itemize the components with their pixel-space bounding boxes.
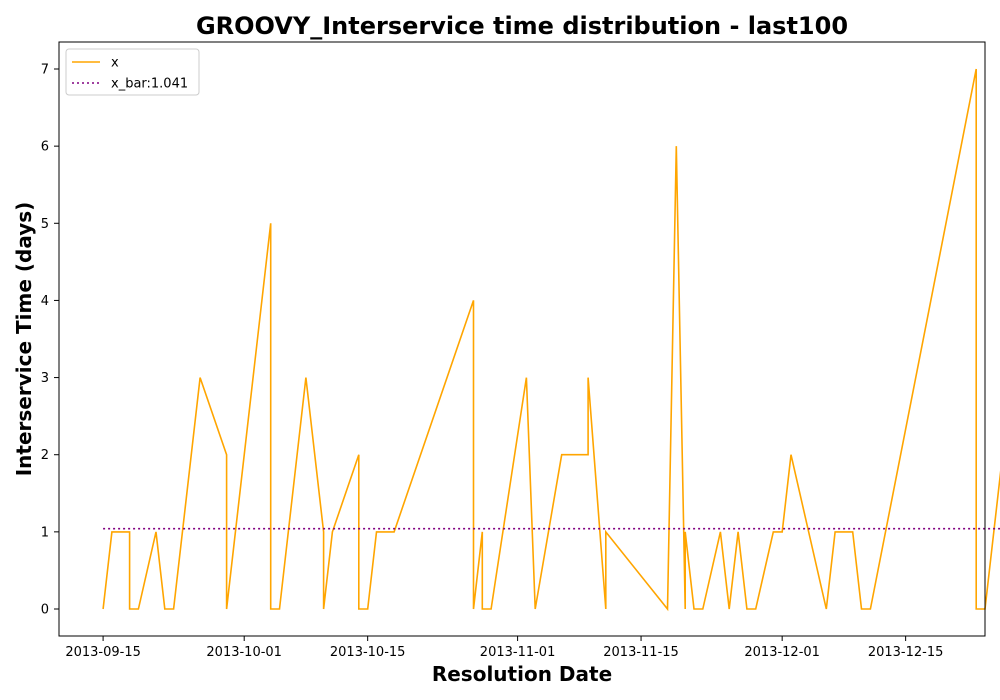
legend-label-x: x bbox=[111, 56, 119, 71]
x-tick-label: 2013-11-01 bbox=[480, 645, 556, 660]
chart-title: GROOVY_Interservice time distribution - … bbox=[196, 12, 848, 40]
y-tick-label: 0 bbox=[41, 603, 49, 618]
legend-box bbox=[65, 48, 200, 96]
x-axis-label: Resolution Date bbox=[432, 662, 612, 686]
x-tick-label: 2013-11-15 bbox=[603, 645, 679, 660]
y-tick-label: 6 bbox=[41, 140, 49, 155]
x-tick-label: 2013-10-01 bbox=[206, 645, 282, 660]
y-tick-label: 4 bbox=[41, 294, 49, 309]
x-tick-label: 2013-10-15 bbox=[330, 645, 406, 660]
x-tick-label: 2013-09-15 bbox=[65, 645, 141, 660]
legend-label-x-bar: x_bar:1.041 bbox=[111, 77, 188, 92]
y-tick-label: 3 bbox=[41, 371, 49, 386]
legend: x x_bar:1.041 bbox=[65, 48, 200, 96]
x-tick-label: 2013-12-15 bbox=[868, 645, 944, 660]
x-tick-label: 2013-12-01 bbox=[744, 645, 820, 660]
plot-area: 2013-09-15 2013-10-01 2013-10-15 2013-11-01… bbox=[41, 41, 1000, 660]
y-tick-label: 1 bbox=[41, 525, 49, 540]
plot-frame bbox=[58, 41, 986, 637]
y-tick-label: 5 bbox=[41, 217, 49, 232]
series-x-line bbox=[102, 68, 1000, 612]
y-axis-label: Interservice Time (days) bbox=[12, 202, 36, 477]
y-tick-label: 2 bbox=[41, 448, 49, 463]
y-tick-label: 7 bbox=[41, 63, 49, 78]
